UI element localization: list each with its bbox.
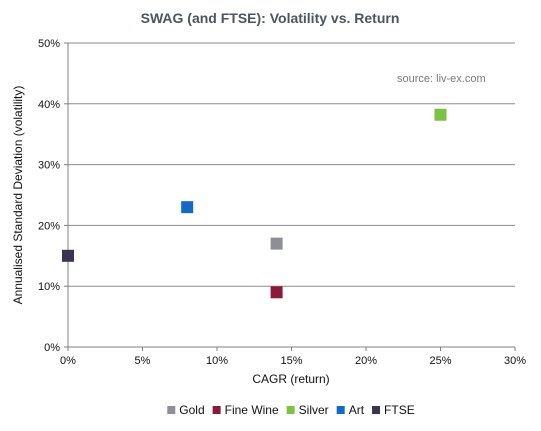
legend-label: Silver	[299, 403, 329, 417]
legend-label: Gold	[179, 403, 204, 417]
y-tick-label: 30%	[38, 160, 60, 172]
x-tick-label: 10%	[206, 355, 228, 367]
y-tick-label: 20%	[38, 220, 60, 232]
legend: Gold Fine Wine Silver Art FTSE	[167, 403, 415, 417]
axes	[64, 42, 516, 351]
legend-swatch	[212, 406, 221, 414]
x-axis-label: CAGR (return)	[252, 372, 329, 386]
x-tick-label: 0%	[60, 355, 76, 367]
gridlines	[68, 42, 515, 287]
y-tick-label: 40%	[38, 99, 60, 111]
y-tick-label: 10%	[38, 281, 60, 293]
x-tick-label: 20%	[355, 355, 377, 367]
data-point-gold	[270, 237, 283, 250]
y-tick-label: 50%	[38, 38, 60, 50]
legend-label: FTSE	[384, 403, 415, 417]
y-tick-label: 0%	[44, 342, 60, 354]
data-point-art	[181, 201, 194, 214]
source-annotation: source: liv-ex.com	[397, 73, 486, 85]
data-point-fine-wine	[270, 286, 283, 299]
y-axis-label: Annualised Standard Deviation (volatilit…	[11, 86, 25, 305]
x-tick-label: 15%	[280, 355, 302, 367]
legend-label: Fine Wine	[225, 403, 279, 417]
legend-swatch	[286, 406, 295, 414]
x-tick-labels: 0% 5% 10% 15% 20% 25% 30%	[60, 355, 526, 367]
chart-title: SWAG (and FTSE): Volatility vs. Return	[141, 10, 400, 26]
legend-label: Art	[349, 403, 365, 417]
x-tick-label: 30%	[504, 355, 526, 367]
data-points	[62, 108, 447, 299]
y-tick-labels: 0% 10% 20% 30% 40% 50%	[38, 38, 60, 354]
data-point-ftse	[62, 249, 74, 262]
legend-swatch	[372, 406, 381, 414]
legend-swatch	[167, 406, 176, 414]
x-tick-label: 5%	[135, 355, 151, 367]
x-tick-label: 25%	[429, 355, 451, 367]
legend-swatch	[336, 406, 345, 414]
data-point-silver	[434, 108, 447, 121]
